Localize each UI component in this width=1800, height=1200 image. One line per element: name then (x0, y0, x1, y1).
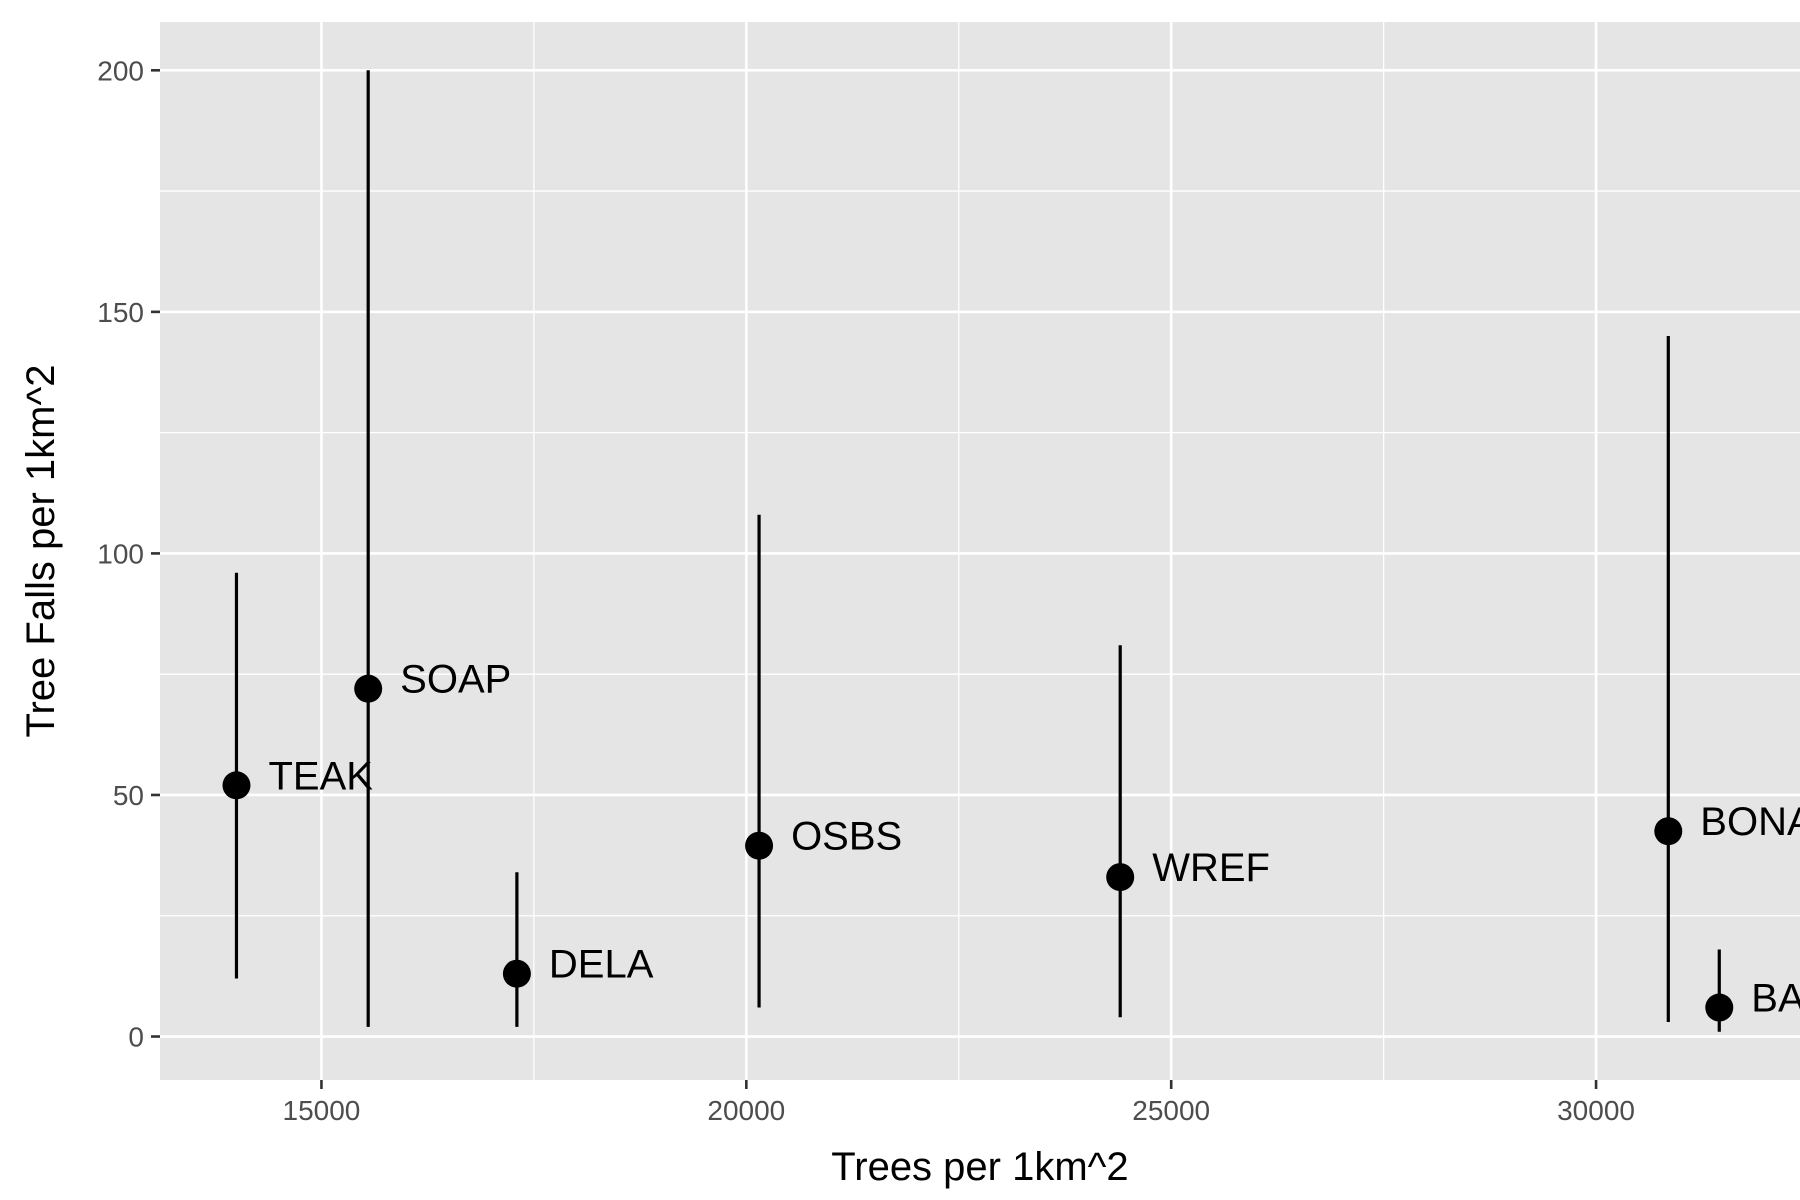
point-label: OSBS (791, 815, 902, 859)
point-label: BART (1751, 977, 1800, 1021)
data-point (502, 959, 531, 988)
point-label: DELA (549, 943, 654, 987)
y-axis-title: Tree Falls per 1km^2 (19, 365, 63, 738)
data-point (1705, 993, 1734, 1022)
data-point (354, 674, 383, 703)
data-point (745, 831, 774, 860)
x-tick-label: 30000 (1557, 1095, 1635, 1126)
point-label: SOAP (400, 658, 511, 702)
data-point (222, 771, 251, 800)
point-label: TEAK (268, 754, 373, 798)
x-axis-title: Trees per 1km^2 (831, 1145, 1128, 1189)
major-gridlines (160, 22, 1800, 1080)
axes: 15000 20000 25000 30000 0 50 100 150 200 (97, 55, 1635, 1126)
point-label: WREF (1152, 846, 1270, 890)
data-point (1106, 863, 1135, 892)
y-tick-label: 150 (97, 297, 144, 328)
y-tick-label: 50 (113, 780, 144, 811)
y-tick-label: 100 (97, 538, 144, 569)
minor-gridlines (160, 22, 1800, 1080)
x-tick-label: 15000 (283, 1095, 361, 1126)
plot-panel (160, 22, 1800, 1080)
x-tick-label: 25000 (1132, 1095, 1210, 1126)
point-label: BONA (1700, 800, 1800, 844)
y-tick-label: 0 (128, 1022, 144, 1053)
data-series: TEAK SOAP DELA OSBS WREF BONA BART (222, 70, 1800, 1032)
x-tick-label: 20000 (707, 1095, 785, 1126)
y-tick-label: 200 (97, 55, 144, 86)
data-point (1654, 817, 1683, 846)
